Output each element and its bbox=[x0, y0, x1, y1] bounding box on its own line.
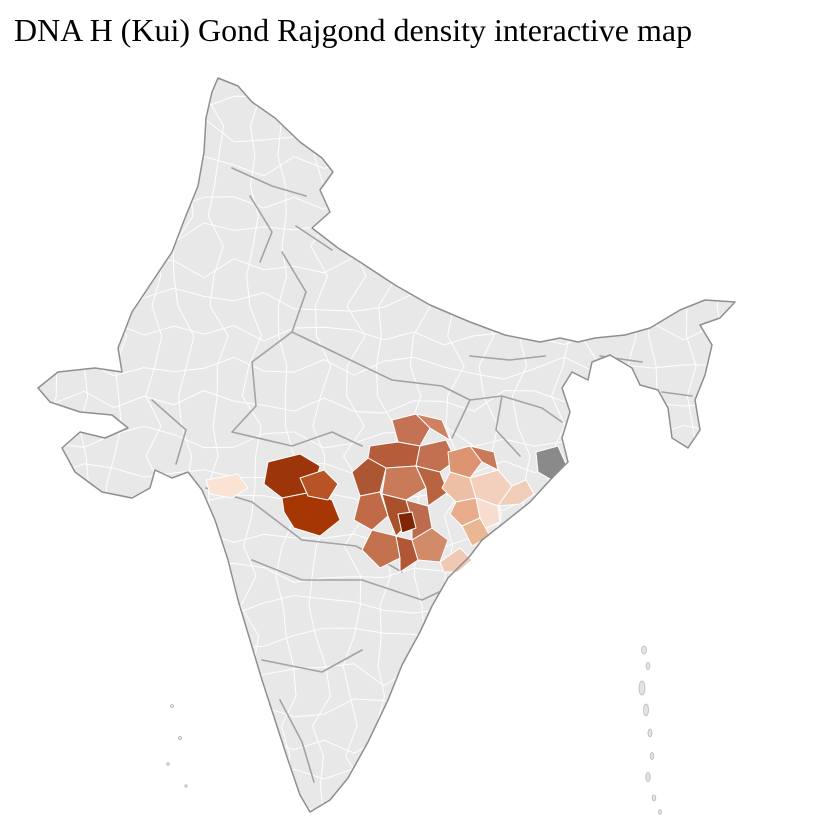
district-region[interactable] bbox=[411, 527, 449, 563]
district-boundary-line bbox=[38, 256, 735, 279]
state-borders bbox=[151, 167, 693, 783]
district-region[interactable] bbox=[415, 413, 451, 441]
district-region[interactable] bbox=[381, 465, 427, 501]
district-boundary-line bbox=[752, 66, 775, 816]
district-region[interactable] bbox=[395, 535, 419, 573]
district-boundary-line bbox=[38, 219, 735, 244]
andaman-nicobar-islands bbox=[166, 645, 662, 815]
district-region[interactable] bbox=[497, 479, 535, 507]
island bbox=[643, 703, 649, 717]
district-boundary-line bbox=[38, 186, 735, 211]
district-region[interactable] bbox=[299, 469, 339, 501]
district-region[interactable] bbox=[397, 511, 417, 534]
district-boundary-line bbox=[38, 152, 735, 177]
island bbox=[638, 680, 646, 696]
district-region[interactable] bbox=[439, 547, 473, 573]
district-boundary-line bbox=[647, 78, 672, 812]
district-region[interactable] bbox=[415, 465, 449, 507]
india-outline bbox=[37, 77, 736, 813]
island bbox=[649, 752, 655, 760]
page-title: DNA H (Kui) Gond Rajgond density interac… bbox=[14, 12, 693, 48]
district-boundary-line bbox=[38, 697, 735, 721]
island bbox=[177, 736, 182, 741]
district-boundary-line bbox=[580, 78, 605, 812]
district-region[interactable] bbox=[391, 413, 431, 447]
district-region[interactable] bbox=[447, 445, 483, 479]
district-region[interactable] bbox=[361, 529, 401, 569]
district-boundary-line bbox=[273, 78, 297, 812]
district-boundary-line bbox=[38, 117, 735, 143]
district-region[interactable] bbox=[205, 473, 249, 499]
island bbox=[184, 784, 188, 788]
island bbox=[166, 762, 170, 766]
island bbox=[170, 704, 174, 708]
island bbox=[651, 794, 657, 802]
district-boundary-line bbox=[38, 729, 735, 754]
district-boundary-line bbox=[38, 78, 59, 812]
district-boundary-line bbox=[38, 764, 735, 788]
district-region[interactable] bbox=[353, 491, 389, 531]
district-boundary-line bbox=[38, 83, 735, 108]
island bbox=[641, 645, 647, 655]
district-boundary-line bbox=[715, 78, 735, 812]
island bbox=[658, 809, 662, 815]
island bbox=[645, 662, 651, 670]
district-boundary-line bbox=[613, 78, 638, 812]
island bbox=[645, 772, 651, 782]
district-region[interactable] bbox=[415, 439, 457, 473]
district-boundary-line bbox=[38, 356, 735, 380]
island bbox=[647, 728, 653, 738]
